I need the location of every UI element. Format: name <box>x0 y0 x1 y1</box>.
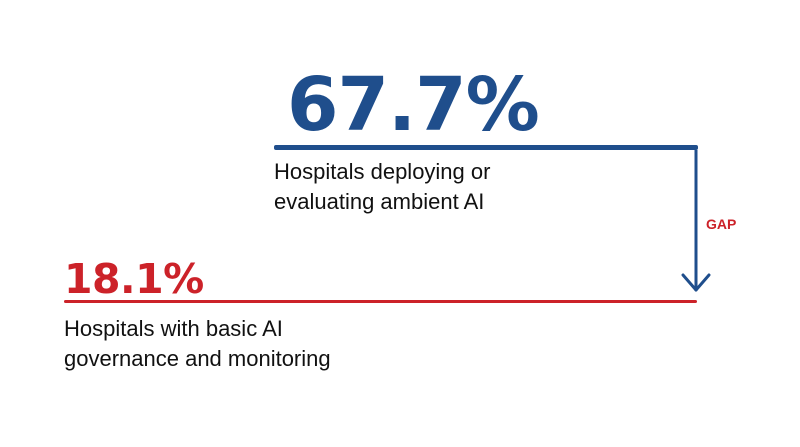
stat-value-governance: 18.1% <box>64 255 204 303</box>
gap-label: GAP <box>706 216 737 232</box>
stat-label-governance: Hospitals with basic AI governance and m… <box>64 314 331 374</box>
gap-arrow-icon <box>681 150 711 292</box>
stat-label-deploying: Hospitals deploying or evaluating ambien… <box>274 157 490 217</box>
stat-label-deploying-line-1: Hospitals deploying or <box>274 159 491 184</box>
stat-rule-deploying <box>274 145 698 150</box>
stat-value-deploying: 67.7% <box>287 62 540 148</box>
stat-rule-governance <box>64 300 697 303</box>
stat-label-deploying-line-2: evaluating ambient AI <box>274 189 485 214</box>
gap-arrow-head <box>681 273 711 292</box>
stat-label-governance-line-1: Hospitals with basic AI <box>64 316 283 341</box>
stat-label-governance-line-2: governance and monitoring <box>64 346 331 371</box>
